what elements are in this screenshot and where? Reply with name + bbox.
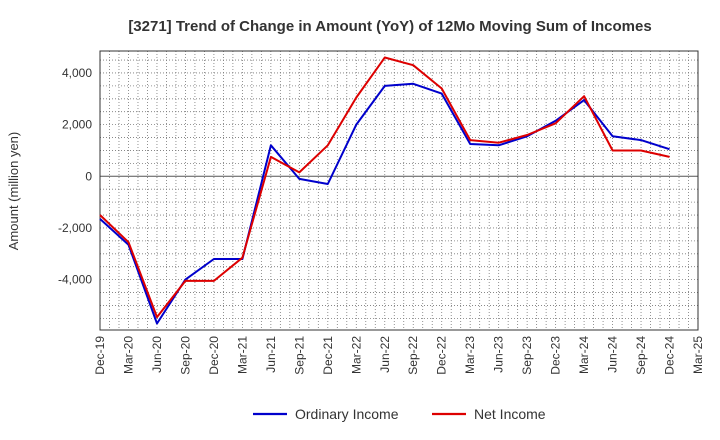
gridlines [100,51,698,330]
x-tick-label: Sep-20 [178,336,192,375]
x-tick-label: Sep-21 [292,336,306,375]
legend-label-ordinary-income: Ordinary Income [295,406,399,422]
x-tick-label: Jun-24 [606,336,620,373]
y-tick-label: 4,000 [62,66,92,80]
x-tick-label: Jun-22 [378,336,392,373]
series-line-ordinary-income [99,82,670,325]
legend-label-net-income: Net Income [474,406,546,422]
x-tick-label: Mar-20 [121,336,135,374]
y-tick-label: 0 [85,169,92,183]
x-tick-label: Mar-22 [349,336,363,374]
x-tick-label: Jun-21 [264,336,278,373]
y-tick-label: -2,000 [58,221,92,235]
series-lines [99,56,670,325]
x-tick-label: Dec-24 [663,336,677,375]
y-axis-label: Amount (million yen) [6,132,21,251]
x-tick-label: Sep-22 [406,336,420,375]
y-tick-label: 2,000 [62,118,92,132]
x-tick-label: Dec-20 [207,336,221,375]
x-tick-label: Jun-23 [492,336,506,373]
x-tick-label: Mar-24 [577,336,591,374]
x-tick-label: Dec-23 [549,336,563,375]
x-tick-label: Mar-21 [235,336,249,374]
plot-area [99,50,699,331]
x-tick-labels: Dec-19 Mar-20 Jun-20 Sep-20 Dec-20 Mar-21 Jun-… [93,336,705,375]
x-tick-label: Sep-23 [520,336,534,375]
x-tick-label: Dec-21 [321,336,335,375]
y-tick-label: -4,000 [58,273,92,287]
x-tick-label: Mar-23 [463,336,477,374]
x-tick-label: Sep-24 [634,336,648,375]
y-tick-labels: -4,000 -2,000 0 2,000 4,000 [58,66,92,287]
series-line-net-income [99,56,670,319]
x-tick-label: Mar-25 [691,336,705,374]
x-tick-label: Dec-19 [93,336,107,375]
x-tick-label: Jun-20 [150,336,164,373]
legend: Ordinary Income Net Income [253,406,546,422]
x-tick-label: Dec-22 [435,336,449,375]
chart-title: [3271] Trend of Change in Amount (YoY) o… [128,18,651,35]
